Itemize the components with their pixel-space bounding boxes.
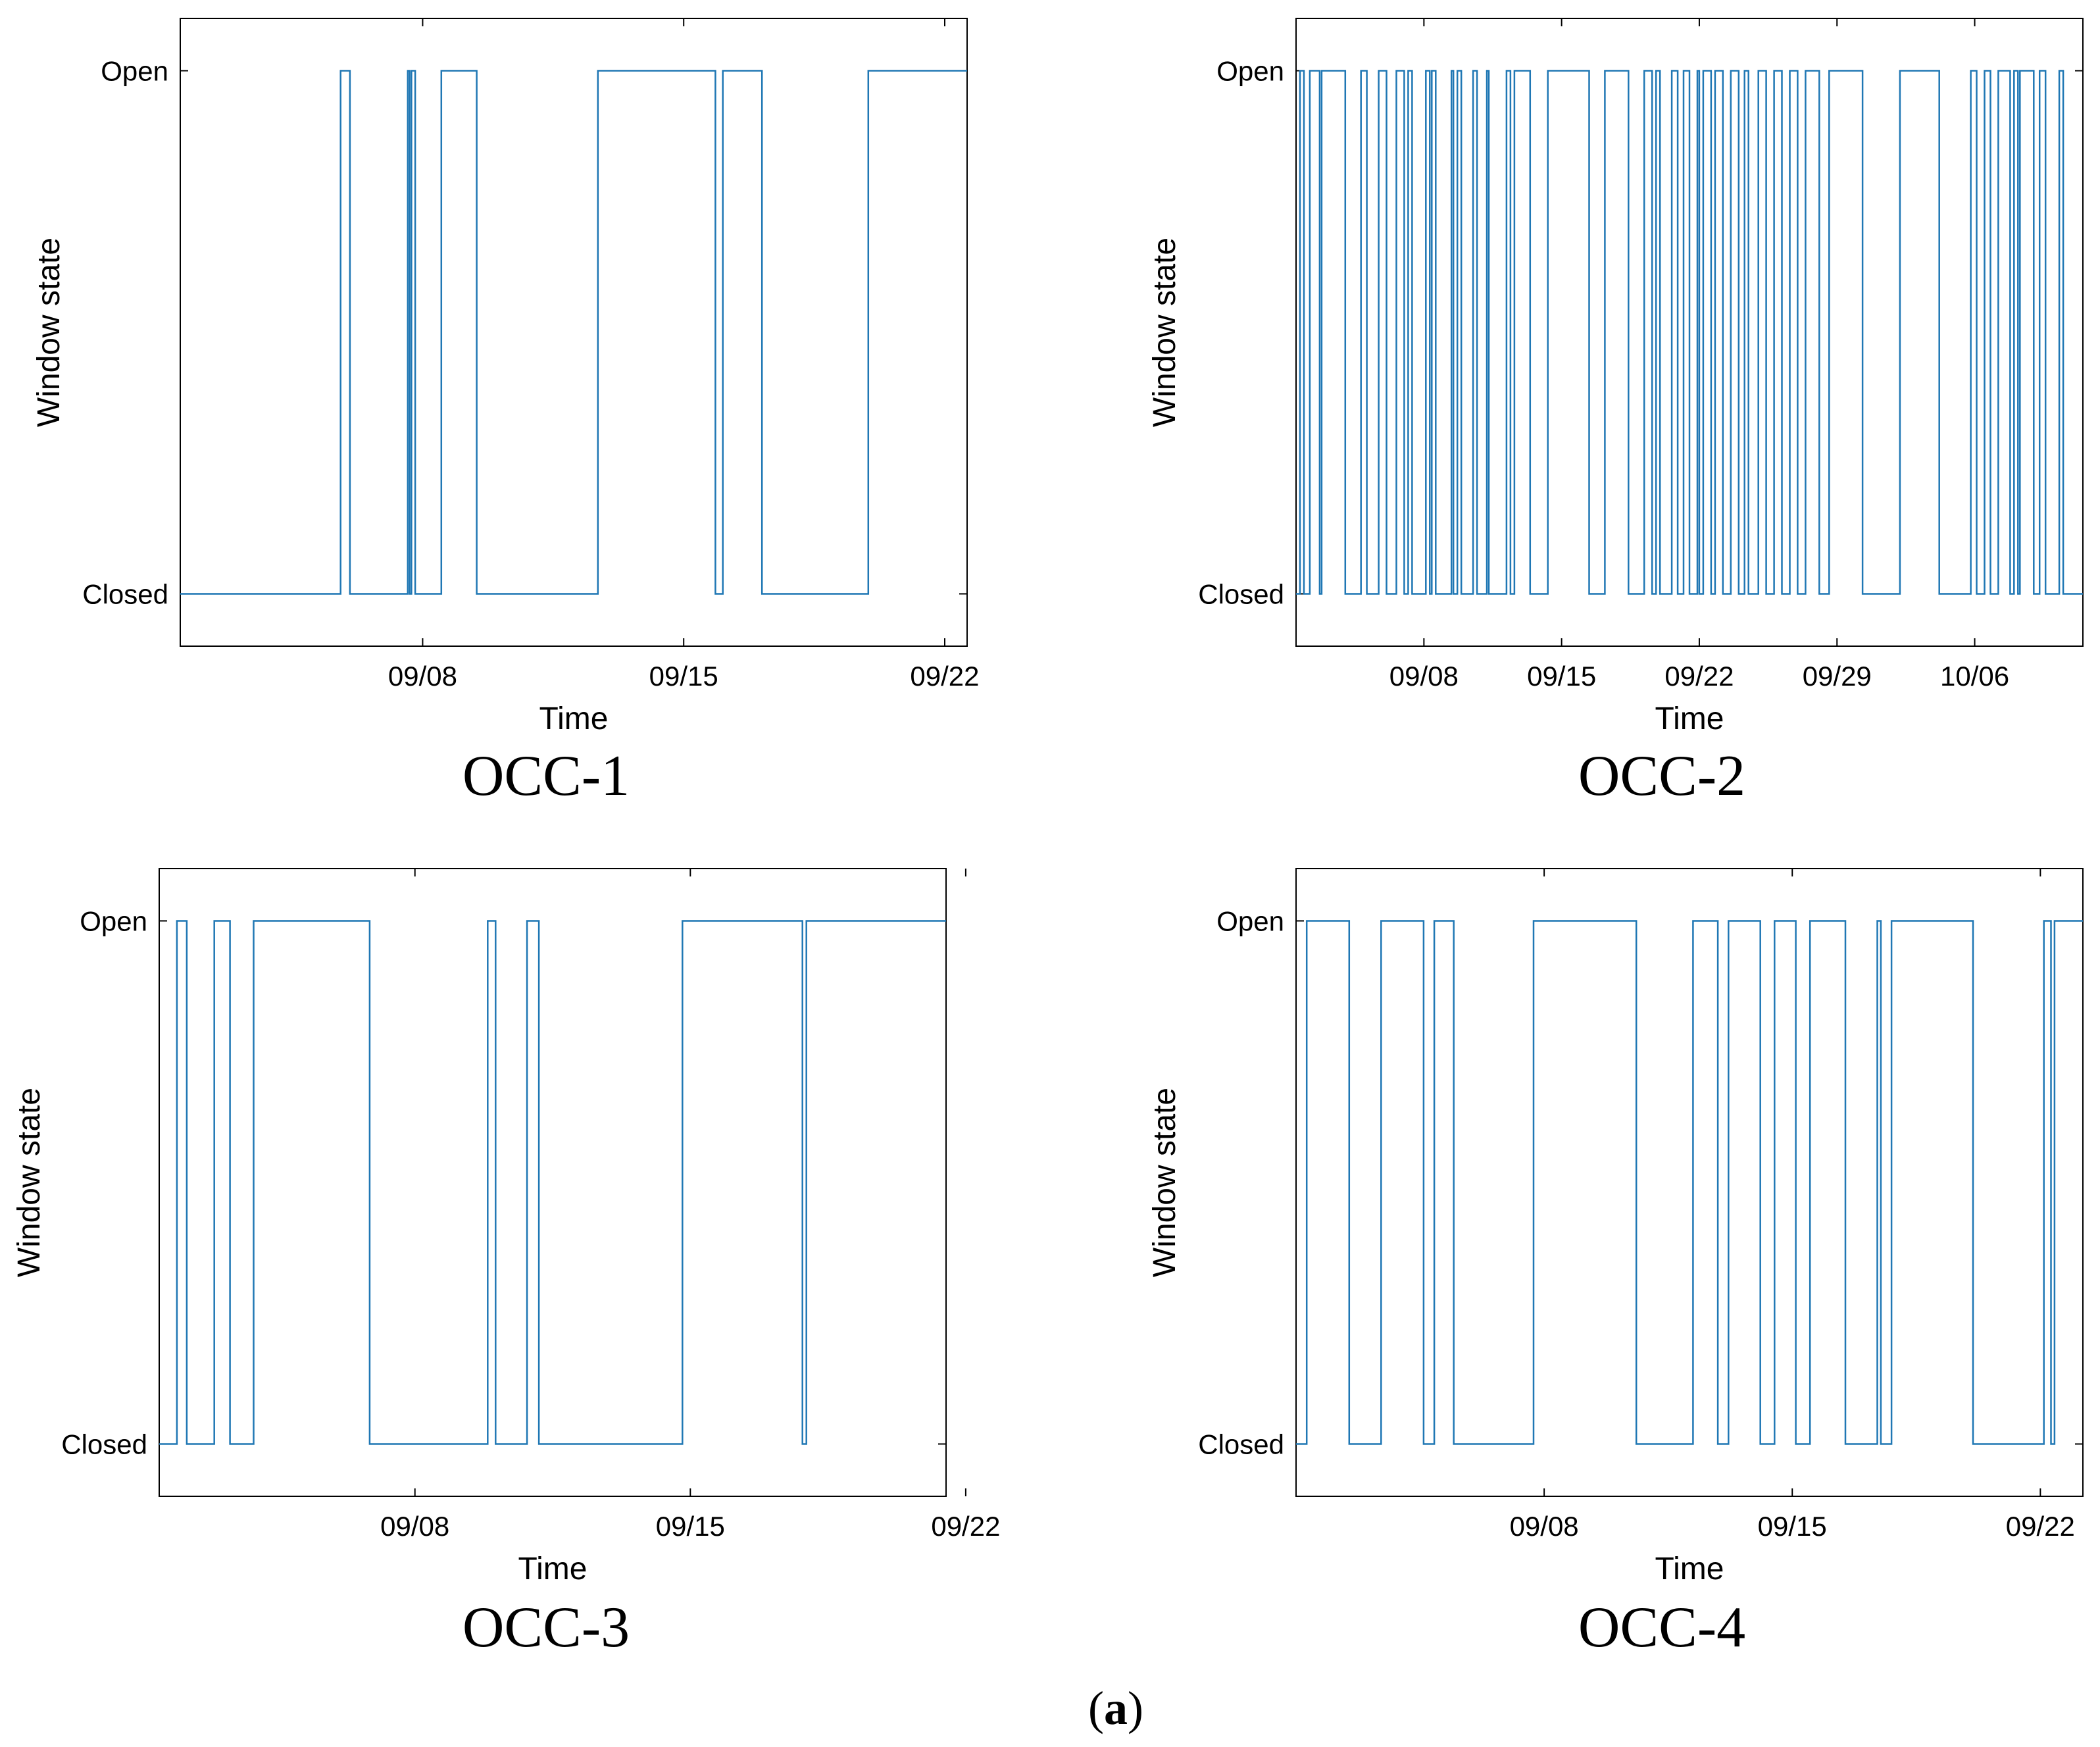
window-state-line: [159, 920, 946, 1445]
figure-label-letter: a: [1104, 1682, 1128, 1734]
figure-label-open: (: [1088, 1682, 1104, 1734]
y-axis-label: Window state: [32, 238, 66, 427]
plot-frame: [180, 18, 968, 647]
panel-caption: OCC-3: [463, 1596, 630, 1659]
x-tick-label: 09/22: [910, 661, 979, 692]
x-axis-label: Time: [1655, 701, 1724, 736]
x-tick-label: 09/15: [656, 1511, 725, 1542]
x-tick-label: 09/29: [1803, 661, 1872, 692]
x-axis-label: Time: [518, 1552, 588, 1586]
x-ticks: 09/08 09/15 09/22: [380, 869, 1000, 1542]
x-tick-label: 10/06: [1940, 661, 2009, 692]
figure-label-close: ): [1128, 1682, 1143, 1734]
window-state-line: [180, 70, 967, 595]
panel-occ-2: Closed Open 09/08 09/15 09/22 09/29 10/06 Tim…: [1147, 18, 2084, 808]
x-tick-label: 09/22: [2006, 1511, 2075, 1542]
panel-caption: OCC-2: [1578, 744, 1745, 808]
y-tick-label: Open: [80, 906, 147, 937]
x-tick-label: 09/22: [931, 1511, 1000, 1542]
panel-occ-1: Closed Open 09/08 09/15 09/22 Time Window s…: [32, 18, 980, 808]
y-tick-label: Open: [101, 56, 168, 87]
panel-occ-3: Closed Open 09/08 09/15 09/22 Time Window s…: [12, 868, 1000, 1659]
x-ticks: 09/08 09/15 09/22: [388, 18, 980, 692]
window-state-line: [1296, 70, 2083, 595]
panel-occ-4: Closed Open 09/08 09/15 09/22 Time Window s…: [1147, 868, 2084, 1659]
y-axis-label: Window state: [1147, 238, 1182, 427]
y-ticks: Closed Open: [61, 906, 946, 1460]
y-tick-label: Closed: [82, 579, 168, 610]
x-axis-label: Time: [539, 701, 609, 736]
window-state-line: [1296, 920, 2083, 1445]
y-tick-label: Closed: [1198, 579, 1284, 610]
y-ticks: Closed Open: [1198, 906, 2083, 1460]
x-ticks: 09/08 09/15 09/22: [1510, 869, 2075, 1542]
x-tick-label: 09/15: [1527, 661, 1596, 692]
plot-frame: [1295, 18, 2084, 647]
plot-frame: [159, 868, 947, 1497]
x-tick-label: 09/08: [1510, 1511, 1579, 1542]
y-axis-label: Window state: [12, 1088, 47, 1277]
x-tick-label: 09/08: [1389, 661, 1459, 692]
y-ticks: Closed Open: [82, 56, 967, 610]
y-tick-label: Closed: [61, 1429, 147, 1460]
y-axis-label: Window state: [1147, 1088, 1182, 1277]
panel-caption: OCC-4: [1578, 1596, 1745, 1659]
x-tick-label: 09/22: [1664, 661, 1734, 692]
y-tick-label: Open: [1216, 906, 1284, 937]
figure-label: (a): [1088, 1682, 1143, 1734]
x-tick-label: 09/08: [380, 1511, 449, 1542]
x-tick-label: 09/08: [388, 661, 457, 692]
plot-frame: [1295, 868, 2084, 1497]
x-ticks: 09/08 09/15 09/22 09/29 10/06: [1389, 18, 2009, 692]
x-axis-label: Time: [1655, 1552, 1724, 1586]
y-ticks: Closed Open: [1198, 56, 2083, 610]
x-tick-label: 09/15: [649, 661, 718, 692]
y-tick-label: Open: [1216, 56, 1284, 87]
panel-caption: OCC-1: [463, 744, 630, 808]
x-tick-label: 09/15: [1758, 1511, 1827, 1542]
y-tick-label: Closed: [1198, 1429, 1284, 1460]
